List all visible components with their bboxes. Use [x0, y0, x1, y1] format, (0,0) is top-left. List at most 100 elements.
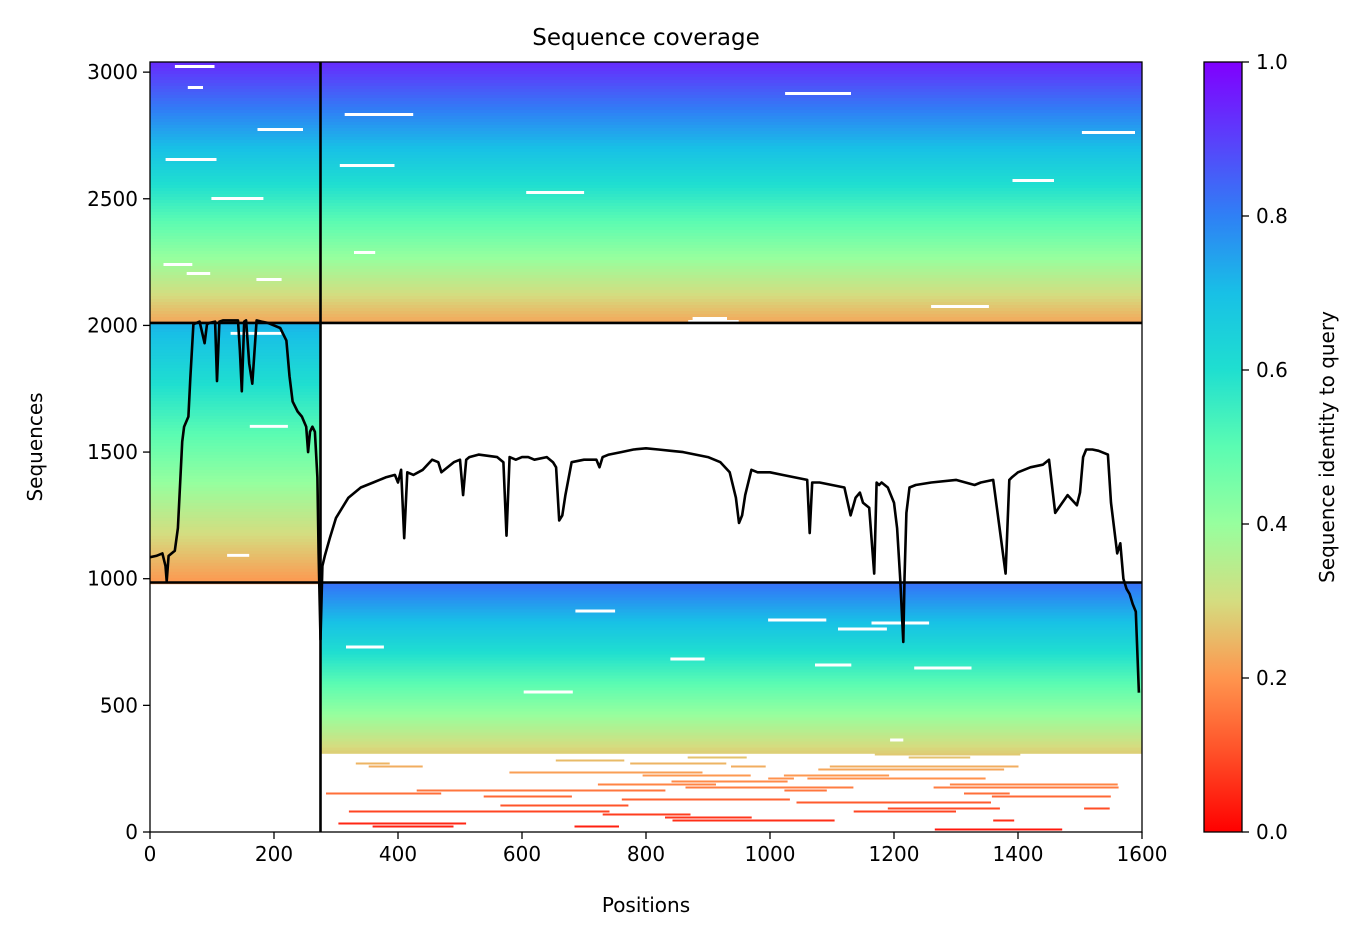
heat-row — [320, 711, 1142, 715]
heat-fragment — [517, 789, 666, 792]
heat-row — [150, 451, 321, 456]
heat-row — [150, 460, 321, 465]
heat-row — [150, 496, 321, 501]
y-tick-label: 0 — [125, 820, 138, 844]
heat-row — [150, 361, 321, 366]
heat-row — [320, 113, 1142, 117]
heat-gap — [575, 609, 616, 613]
heat-row — [320, 86, 1142, 90]
heat-row — [150, 523, 321, 528]
heat-row — [320, 131, 1142, 135]
heat-row — [150, 269, 321, 273]
colorbar-tick-label: 1.0 — [1256, 50, 1288, 74]
heat-row — [150, 469, 321, 474]
heat-row — [320, 212, 1142, 216]
heat-row — [150, 182, 321, 186]
heat-row — [150, 466, 321, 471]
heat-row — [320, 248, 1142, 252]
heat-row — [150, 346, 321, 351]
heat-row — [320, 95, 1142, 99]
heat-row — [320, 585, 1142, 589]
heat-fragment — [555, 759, 625, 762]
heat-fragment — [630, 762, 727, 765]
heat-row — [320, 672, 1142, 676]
heat-row — [150, 284, 321, 288]
heat-row — [150, 571, 321, 576]
heat-row — [150, 251, 321, 255]
heat-row — [150, 475, 321, 480]
heat-row — [150, 212, 321, 216]
heat-row — [150, 230, 321, 234]
heat-gap — [187, 86, 203, 89]
heat-fragment — [372, 825, 454, 828]
heat-fragment — [642, 774, 751, 777]
heat-fragment — [483, 795, 572, 798]
heat-row — [320, 684, 1142, 688]
heat-row — [320, 158, 1142, 162]
heat-row — [150, 179, 321, 183]
heat-row — [150, 343, 321, 348]
heat-row — [320, 272, 1142, 276]
heat-row — [150, 430, 321, 435]
heat-row — [320, 83, 1142, 87]
heat-row — [320, 633, 1142, 637]
heat-row — [320, 296, 1142, 300]
heat-row — [150, 245, 321, 249]
heat-row — [150, 490, 321, 495]
heat-fragment — [338, 822, 467, 825]
heat-row — [150, 170, 321, 174]
heat-row — [320, 122, 1142, 126]
heat-row — [150, 134, 321, 138]
heat-row — [320, 284, 1142, 288]
heat-fragment — [420, 810, 610, 813]
heat-fragment — [326, 792, 377, 795]
heat-row — [150, 71, 321, 75]
heat-row — [320, 642, 1142, 646]
heat-row — [150, 275, 321, 279]
heat-row — [320, 705, 1142, 709]
y-tick-label: 2500 — [87, 187, 138, 211]
x-tick-label: 1200 — [869, 842, 920, 866]
heat-row — [150, 74, 321, 78]
heat-row — [150, 185, 321, 189]
heat-row — [320, 194, 1142, 198]
heat-fragment — [368, 765, 423, 768]
heat-row — [320, 308, 1142, 312]
heat-row — [150, 487, 321, 492]
heat-fragment — [871, 801, 949, 804]
heat-row — [320, 615, 1142, 619]
heat-row — [320, 720, 1142, 724]
heat-row — [320, 128, 1142, 132]
heat-row — [320, 110, 1142, 114]
y-tick-label: 1500 — [87, 440, 138, 464]
heat-row — [150, 436, 321, 441]
x-tick-label: 200 — [255, 842, 293, 866]
heat-row — [150, 532, 321, 537]
heat-row — [150, 544, 321, 549]
heat-row — [150, 122, 321, 126]
heat-row — [320, 206, 1142, 210]
colorbar — [1203, 61, 1243, 833]
heat-row — [150, 62, 321, 66]
heat-gap — [256, 278, 282, 281]
heat-row — [320, 185, 1142, 189]
heat-row — [150, 394, 321, 399]
heat-row — [320, 621, 1142, 625]
heat-row — [320, 182, 1142, 186]
heat-row — [320, 627, 1142, 631]
heat-row — [320, 149, 1142, 153]
heat-fragment — [887, 807, 1000, 810]
heat-row — [150, 478, 321, 483]
x-tick-label: 800 — [627, 842, 665, 866]
heat-row — [150, 113, 321, 117]
heat-row — [320, 140, 1142, 144]
heat-gap — [354, 251, 376, 254]
heat-row — [320, 71, 1142, 75]
heat-row — [320, 104, 1142, 108]
heat-row — [150, 149, 321, 153]
heat-row — [150, 427, 321, 432]
heat-row — [320, 119, 1142, 123]
heat-row — [320, 582, 1142, 586]
heat-row — [320, 173, 1142, 177]
heat-row — [320, 218, 1142, 222]
